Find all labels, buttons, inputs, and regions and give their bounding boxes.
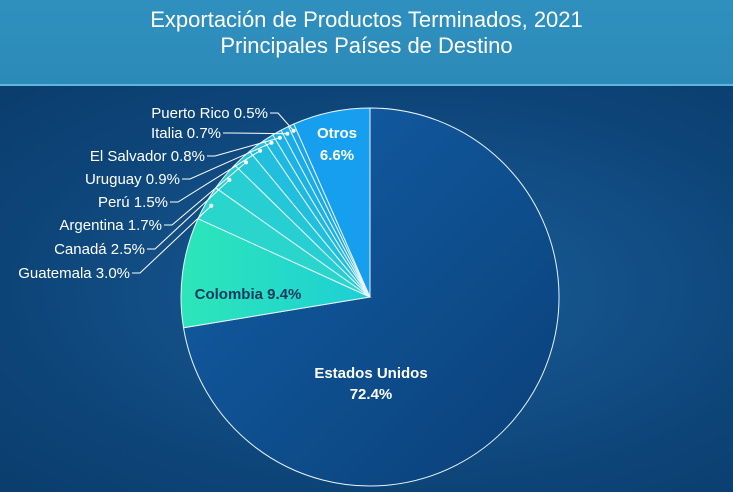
- label-estados-unidos: Estados Unidos: [314, 365, 427, 382]
- label-otros: Otros: [317, 125, 357, 142]
- chart-subtitle: Principales Países de Destino: [220, 33, 513, 58]
- leader-dot-uruguay: [269, 140, 274, 145]
- leader-line-canada: [147, 179, 230, 250]
- leader-line-italia: [223, 132, 288, 135]
- pie-slices: [180, 107, 560, 487]
- label-otros-pct: 6.6%: [320, 147, 354, 164]
- leader-dot-guatemala: [209, 203, 214, 208]
- label-guatemala: Guatemala 3.0%: [18, 265, 130, 282]
- leader-line-guatemala: [132, 205, 212, 274]
- label-uruguay: Uruguay 0.9%: [85, 171, 180, 188]
- label-colombia: Colombia 9.4%: [195, 286, 302, 303]
- leader-dot-peru: [258, 148, 263, 153]
- chart-header: Exportación de Productos Terminados, 202…: [0, 0, 733, 86]
- leader-dot-argentina: [244, 160, 248, 165]
- slice-labels: Estados Unidos 72.4% Colombia 9.4% Otros 6.6…: [18, 105, 427, 403]
- leader-line-uruguay: [182, 142, 272, 180]
- label-estados-unidos-pct: 72.4%: [350, 386, 393, 403]
- label-argentina: Argentina 1.7%: [59, 217, 162, 234]
- leader-line-peru: [170, 150, 261, 203]
- pie-slice-colombia: [180, 218, 372, 329]
- leader-line-el-salvador: [207, 137, 280, 157]
- label-peru: Perú 1.5%: [98, 194, 168, 211]
- pie-slice-estados-unidos: [182, 107, 560, 487]
- leader-dot-puerto-rico: [291, 128, 296, 133]
- label-puerto-rico: Puerto Rico 0.5%: [151, 105, 268, 122]
- label-canada: Canadá 2.5%: [54, 241, 145, 258]
- leader-line-puerto-rico: [270, 112, 294, 132]
- pie-slice-otros: [293, 107, 371, 298]
- leader-line-argentina: [164, 162, 247, 226]
- leader-dot-el-salvador: [277, 135, 282, 140]
- leader-dot-canada: [227, 177, 232, 182]
- chart-title: Exportación de Productos Terminados, 202…: [150, 7, 583, 32]
- leader-dot-italia: [285, 131, 290, 136]
- leader-lines: [132, 112, 296, 274]
- label-el-salvador: El Salvador 0.8%: [90, 148, 205, 165]
- label-italia: Italia 0.7%: [151, 125, 221, 142]
